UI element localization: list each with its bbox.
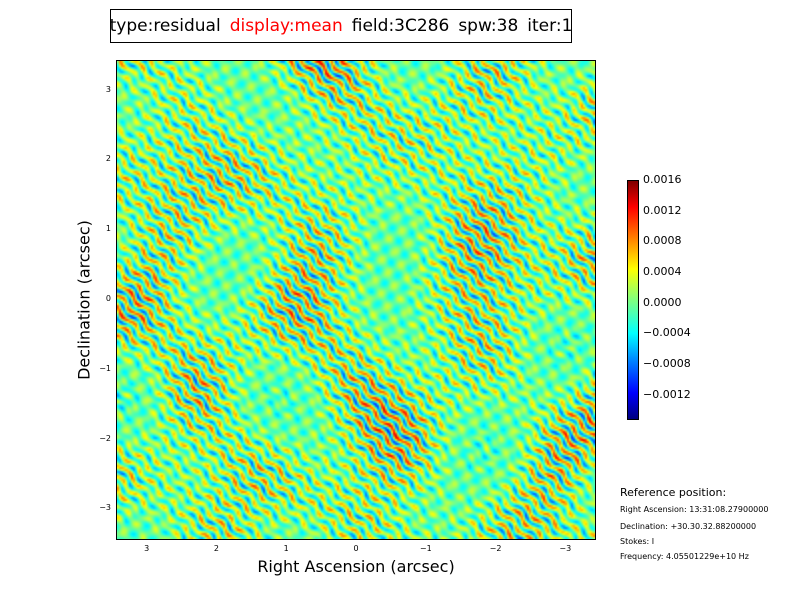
- colorbar-tick-label: 0.0016: [643, 173, 682, 186]
- y-tick-label: −2: [99, 433, 111, 443]
- x-tick-label: −1: [419, 544, 432, 553]
- y-axis-label: Declination (arcsec): [74, 220, 94, 380]
- x-tick-label: 0: [353, 544, 359, 553]
- colorbar-tick-label: −0.0004: [643, 326, 691, 340]
- title-iter: iter:1: [527, 16, 573, 36]
- y-tick-label: 3: [105, 84, 111, 94]
- x-tick-label: 2: [213, 544, 219, 553]
- title-type: type:residual: [109, 16, 221, 36]
- title-spw: spw:38: [458, 16, 519, 36]
- y-tick-label: −3: [99, 503, 111, 513]
- title-display: display:mean: [229, 16, 343, 36]
- x-axis-label: Right Ascension (arcsec): [257, 557, 455, 576]
- colorbar-tick-label: 0.0012: [643, 203, 682, 217]
- y-tick-label: 0: [105, 294, 111, 303]
- reference-dec: Declination: +30.30.32.88200000: [620, 522, 757, 531]
- colorbar: [627, 180, 639, 420]
- plot-title: type:residual display:mean field:3C286 s…: [110, 9, 572, 43]
- reference-ra: Right Ascension: 13:31:08.27900000: [620, 505, 769, 514]
- x-tick-label: −3: [559, 544, 572, 553]
- reference-stokes: Stokes: I: [620, 537, 655, 546]
- y-tick-label: 2: [105, 154, 111, 164]
- colorbar-tick-label: −0.0008: [643, 357, 691, 371]
- residual-image-heatmap: [117, 61, 595, 539]
- colorbar-tick-label: 0.0000: [643, 295, 682, 309]
- title-field: field:3C286: [351, 16, 450, 36]
- colorbar-tick-label: −0.0012: [643, 387, 691, 401]
- x-tick-label: 1: [283, 544, 289, 553]
- y-tick-label: 1: [105, 224, 111, 234]
- reference-frequency: Frequency: 4.05501229e+10 Hz: [620, 552, 749, 561]
- x-tick-label: −2: [489, 544, 502, 553]
- y-tick-label: −1: [99, 363, 111, 373]
- plot-area: [116, 60, 596, 540]
- colorbar-tick-label: 0.0008: [643, 234, 682, 248]
- x-tick-label: 3: [144, 544, 150, 553]
- colorbar-tick-label: 0.0004: [643, 265, 682, 278]
- reference-heading: Reference position:: [620, 486, 727, 499]
